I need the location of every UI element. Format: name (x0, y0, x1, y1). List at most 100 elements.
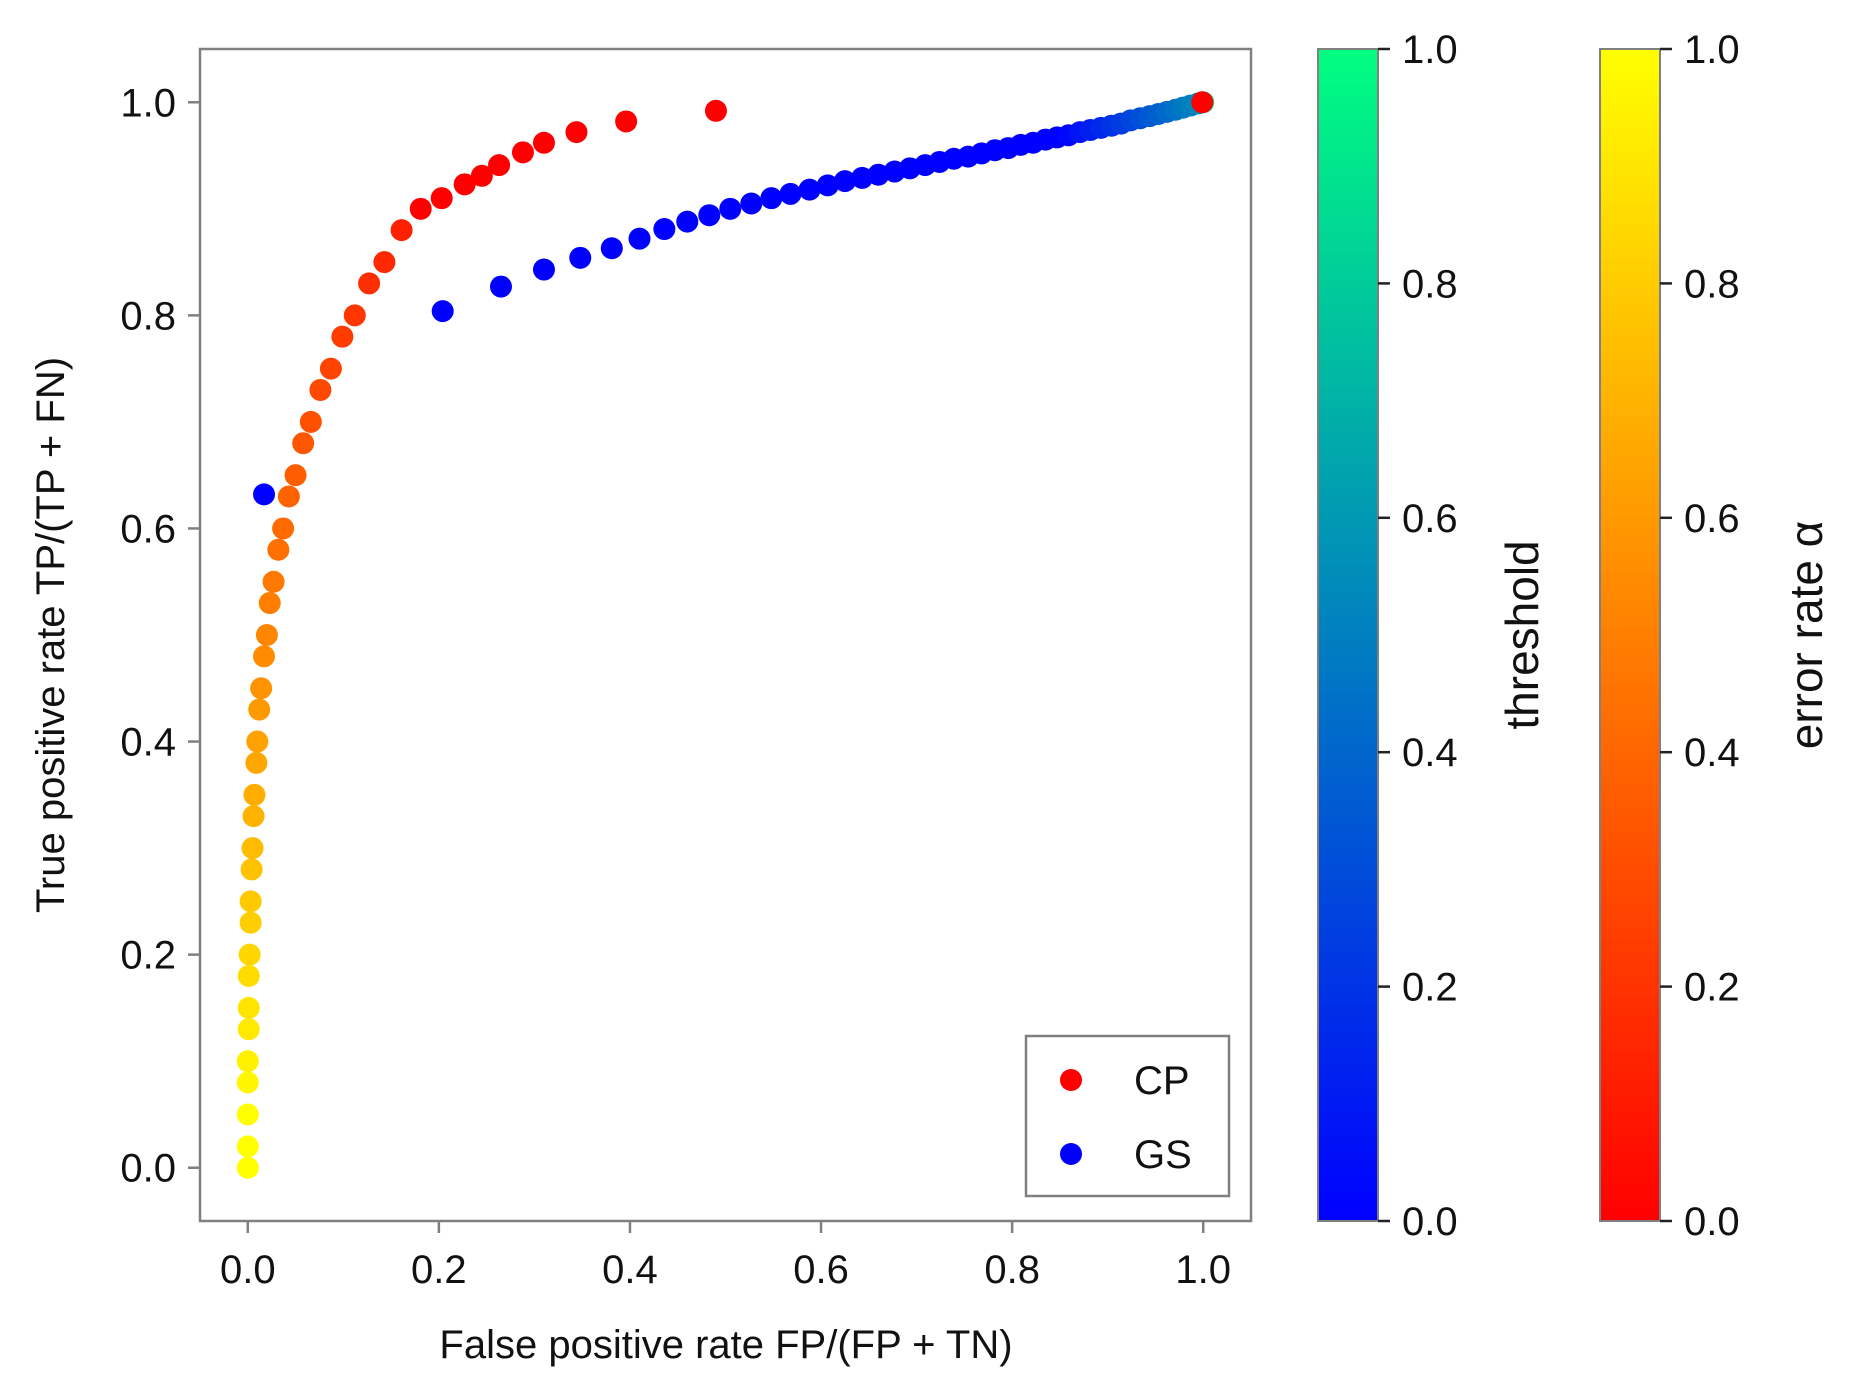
cp-point (319, 357, 342, 380)
y-tick-label: 0.8 (120, 294, 176, 338)
cp-point (565, 121, 588, 144)
x-axis-ticks: 0.0 0.2 0.4 0.6 0.8 1.0 (220, 1221, 1231, 1292)
cp-point (246, 730, 269, 753)
cp-point (258, 592, 281, 615)
cp-point (240, 858, 263, 881)
gs-point (653, 218, 676, 241)
cp-point (236, 1135, 259, 1158)
cp-point (358, 272, 381, 295)
colorbar-tick-label: 1.0 (1684, 28, 1740, 72)
gs-point (779, 182, 802, 205)
threshold-colorbar-label: threshold (1496, 540, 1548, 729)
gs-point (569, 246, 592, 269)
cp-point (243, 783, 266, 806)
cp-point (245, 751, 268, 774)
cp-point (409, 197, 432, 220)
gs-point (816, 174, 839, 197)
colorbar-tick-label: 0.0 (1684, 1200, 1740, 1244)
gs-point (698, 204, 721, 227)
cp-point (237, 1018, 260, 1041)
colorbar-tick-label: 0.8 (1402, 262, 1458, 306)
cp-point (236, 1103, 259, 1126)
colorbar-tick-label: 0.8 (1684, 262, 1740, 306)
gs-point (740, 192, 763, 215)
cp-point (255, 624, 278, 646)
colorbar-tick-label: 0.6 (1402, 497, 1458, 541)
cp-point (242, 805, 265, 828)
cp-point (488, 154, 511, 177)
cp-point (267, 538, 290, 561)
error-rate-colorbar-ticks: 0.0 0.2 0.4 0.6 0.8 1.0 (1660, 28, 1740, 1244)
x-tick-label: 0.8 (984, 1248, 1040, 1292)
gs-point (760, 187, 783, 210)
cp-point (237, 964, 260, 987)
colorbar-tick-label: 0.6 (1684, 497, 1740, 541)
cp-point (262, 570, 285, 593)
cp-point (272, 517, 295, 540)
cp-point (532, 131, 555, 154)
cp-point (253, 645, 276, 668)
cp-point (299, 410, 322, 433)
gs-point (253, 483, 276, 506)
cp-point (470, 164, 493, 187)
legend-entry-cp: CP (1060, 1059, 1190, 1103)
legend-entry-gs: GS (1060, 1133, 1192, 1177)
plot-frame (198, 47, 1253, 1223)
cp-point (277, 485, 300, 508)
cp-point (390, 219, 413, 242)
y-tick-label: 0.4 (120, 721, 176, 765)
x-tick-label: 1.0 (1175, 1248, 1231, 1292)
threshold-colorbar: 0.0 0.2 0.4 0.6 0.8 1.0 threshold (1317, 28, 1548, 1244)
cp-point (284, 464, 307, 487)
colorbar-tick-label: 0.4 (1402, 731, 1458, 775)
cp-point (238, 943, 261, 966)
cp-point (511, 141, 534, 164)
legend-marker-cp (1060, 1069, 1082, 1091)
cp-point (331, 325, 354, 348)
cp-point (236, 1156, 259, 1179)
error-rate-colorbar-gradient (1599, 48, 1661, 1222)
x-tick-label: 0.0 (220, 1248, 276, 1292)
cp-point (343, 304, 366, 327)
cp-point (1191, 91, 1214, 114)
cp-point (236, 1071, 259, 1094)
gs-point (489, 275, 512, 298)
gs-point (798, 178, 821, 201)
cp-point (248, 698, 271, 721)
cp-point (430, 187, 453, 210)
legend-label-cp: CP (1134, 1059, 1190, 1103)
colorbar-tick-label: 0.2 (1402, 966, 1458, 1010)
x-axis-label: False positive rate FP/(FP + TN) (439, 1323, 1012, 1367)
cp-point (292, 432, 315, 455)
x-tick-label: 0.4 (602, 1248, 658, 1292)
cp-point (239, 890, 262, 913)
error-rate-colorbar-label: error rate α (1780, 521, 1832, 750)
y-tick-label: 0.2 (120, 934, 176, 978)
colorbar-tick-label: 0.2 (1684, 966, 1740, 1010)
cp-point (250, 677, 273, 700)
colorbar-tick-label: 0.0 (1402, 1200, 1458, 1244)
cp-point (236, 1050, 259, 1073)
colorbar-tick-label: 0.4 (1684, 731, 1740, 775)
legend-frame (1024, 1034, 1231, 1198)
legend-label-gs: GS (1134, 1133, 1192, 1177)
cp-point (704, 99, 727, 122)
cp-point (453, 173, 476, 196)
error-rate-colorbar: 0.0 0.2 0.4 0.6 0.8 1.0 error rate α (1599, 28, 1832, 1244)
gs-point (719, 197, 742, 220)
y-tick-label: 1.0 (120, 81, 176, 125)
cp-point (309, 378, 332, 401)
cp-point (615, 110, 638, 133)
points-layer (236, 91, 1215, 1179)
cp-point (373, 251, 396, 274)
y-tick-label: 0.0 (120, 1147, 176, 1191)
gs-point (431, 300, 454, 323)
threshold-colorbar-gradient (1317, 48, 1379, 1222)
gs-point (532, 258, 555, 281)
legend: CP GS (1024, 1034, 1231, 1198)
y-tick-label: 0.6 (120, 507, 176, 551)
cp-point (237, 996, 260, 1019)
cp-point (241, 837, 264, 860)
gs-point (600, 237, 623, 260)
